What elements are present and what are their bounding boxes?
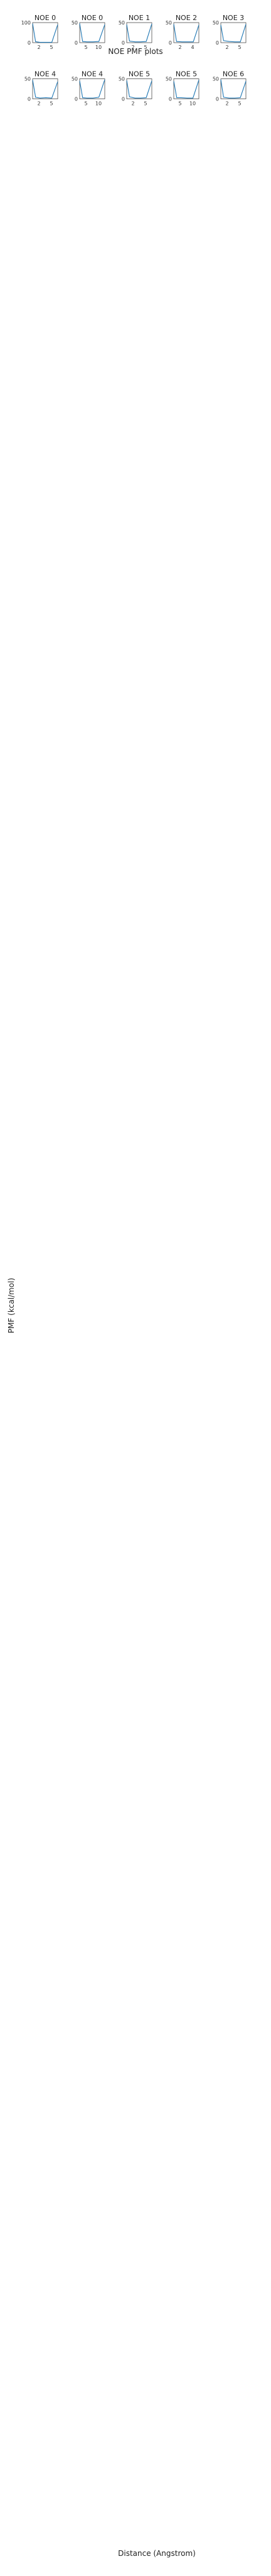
panel-frame (220, 22, 247, 43)
panel-title: NOE 5 (176, 70, 197, 78)
x-tick-label: 5 (238, 101, 241, 107)
y-tick-label: 0 (75, 97, 78, 102)
panel-title: NOE 0 (82, 14, 103, 22)
x-tick-label: 10 (95, 45, 102, 50)
y-axis-label: PMF (kcal/mol) (7, 1278, 16, 1333)
panel-title: NOE 1 (129, 14, 150, 22)
panel-frame (126, 78, 152, 99)
x-tick-label: 5 (144, 45, 147, 50)
panel-title: NOE 3 (223, 14, 244, 22)
x-tick-label: 2 (131, 101, 134, 107)
y-tick-label: 0 (122, 40, 125, 46)
x-tick-label: 2 (37, 101, 40, 107)
x-tick-label: 5 (50, 101, 53, 107)
figure-title: NOE PMF plots (108, 47, 162, 56)
panel-title: NOE 5 (129, 70, 150, 78)
x-tick-label: 2 (178, 45, 181, 50)
y-tick-label: 0 (75, 40, 78, 46)
panel-title: NOE 6 (223, 70, 244, 78)
x-tick-label: 5 (144, 101, 147, 107)
y-tick-label: 0 (122, 97, 125, 102)
panel-frame (32, 78, 58, 99)
pmf-curve (126, 80, 152, 99)
x-tick-label: 2 (225, 45, 228, 50)
panel-frame (220, 78, 247, 99)
y-tick-label: 50 (119, 77, 125, 82)
x-tick-label: 2 (225, 101, 228, 107)
panel-frame (79, 78, 105, 99)
x-tick-label: 5 (50, 45, 53, 50)
panel-title: NOE 4 (35, 70, 56, 78)
x-tick-label: 4 (191, 45, 194, 50)
y-tick-label: 0 (169, 40, 172, 46)
y-tick-label: 0 (28, 40, 31, 46)
y-tick-label: 0 (216, 40, 219, 46)
panel-title: NOE 4 (82, 70, 103, 78)
panel-frame (126, 22, 152, 43)
panel-frame (173, 78, 199, 99)
pmf-curve (126, 23, 152, 43)
x-tick-label: 10 (189, 101, 196, 107)
y-tick-label: 0 (28, 97, 31, 102)
pmf-curve (173, 24, 199, 43)
y-tick-label: 50 (119, 20, 125, 26)
y-tick-label: 50 (24, 77, 31, 82)
x-tick-label: 10 (95, 101, 102, 107)
panel-frame (79, 22, 105, 43)
panel-title: NOE 2 (176, 14, 197, 22)
panel-frame (173, 22, 199, 43)
x-tick-label: 5 (84, 101, 87, 107)
y-tick-label: 50 (72, 20, 78, 26)
panel-frame (32, 22, 58, 43)
x-axis-label: Distance (Angstrom) (118, 2549, 196, 2558)
panel-title: NOE 0 (35, 14, 56, 22)
pmf-curve (79, 79, 105, 99)
y-tick-label: 50 (213, 20, 219, 26)
x-tick-label: 5 (238, 45, 241, 50)
x-tick-label: 2 (131, 45, 134, 50)
y-tick-label: 100 (21, 20, 31, 26)
pmf-curve (220, 79, 247, 99)
x-tick-label: 5 (84, 45, 87, 50)
y-tick-label: 50 (72, 77, 78, 82)
pmf-curve (173, 80, 199, 99)
y-tick-label: 50 (213, 77, 219, 82)
y-tick-label: 0 (169, 97, 172, 102)
x-tick-label: 2 (37, 45, 40, 50)
pmf-curve (220, 24, 247, 43)
pmf-curve (32, 80, 58, 99)
pmf-curve (79, 23, 105, 43)
pmf-curve (32, 23, 58, 43)
y-tick-label: 50 (166, 77, 172, 82)
y-tick-label: 0 (216, 97, 219, 102)
y-tick-label: 50 (166, 20, 172, 26)
x-tick-label: 5 (178, 101, 181, 107)
